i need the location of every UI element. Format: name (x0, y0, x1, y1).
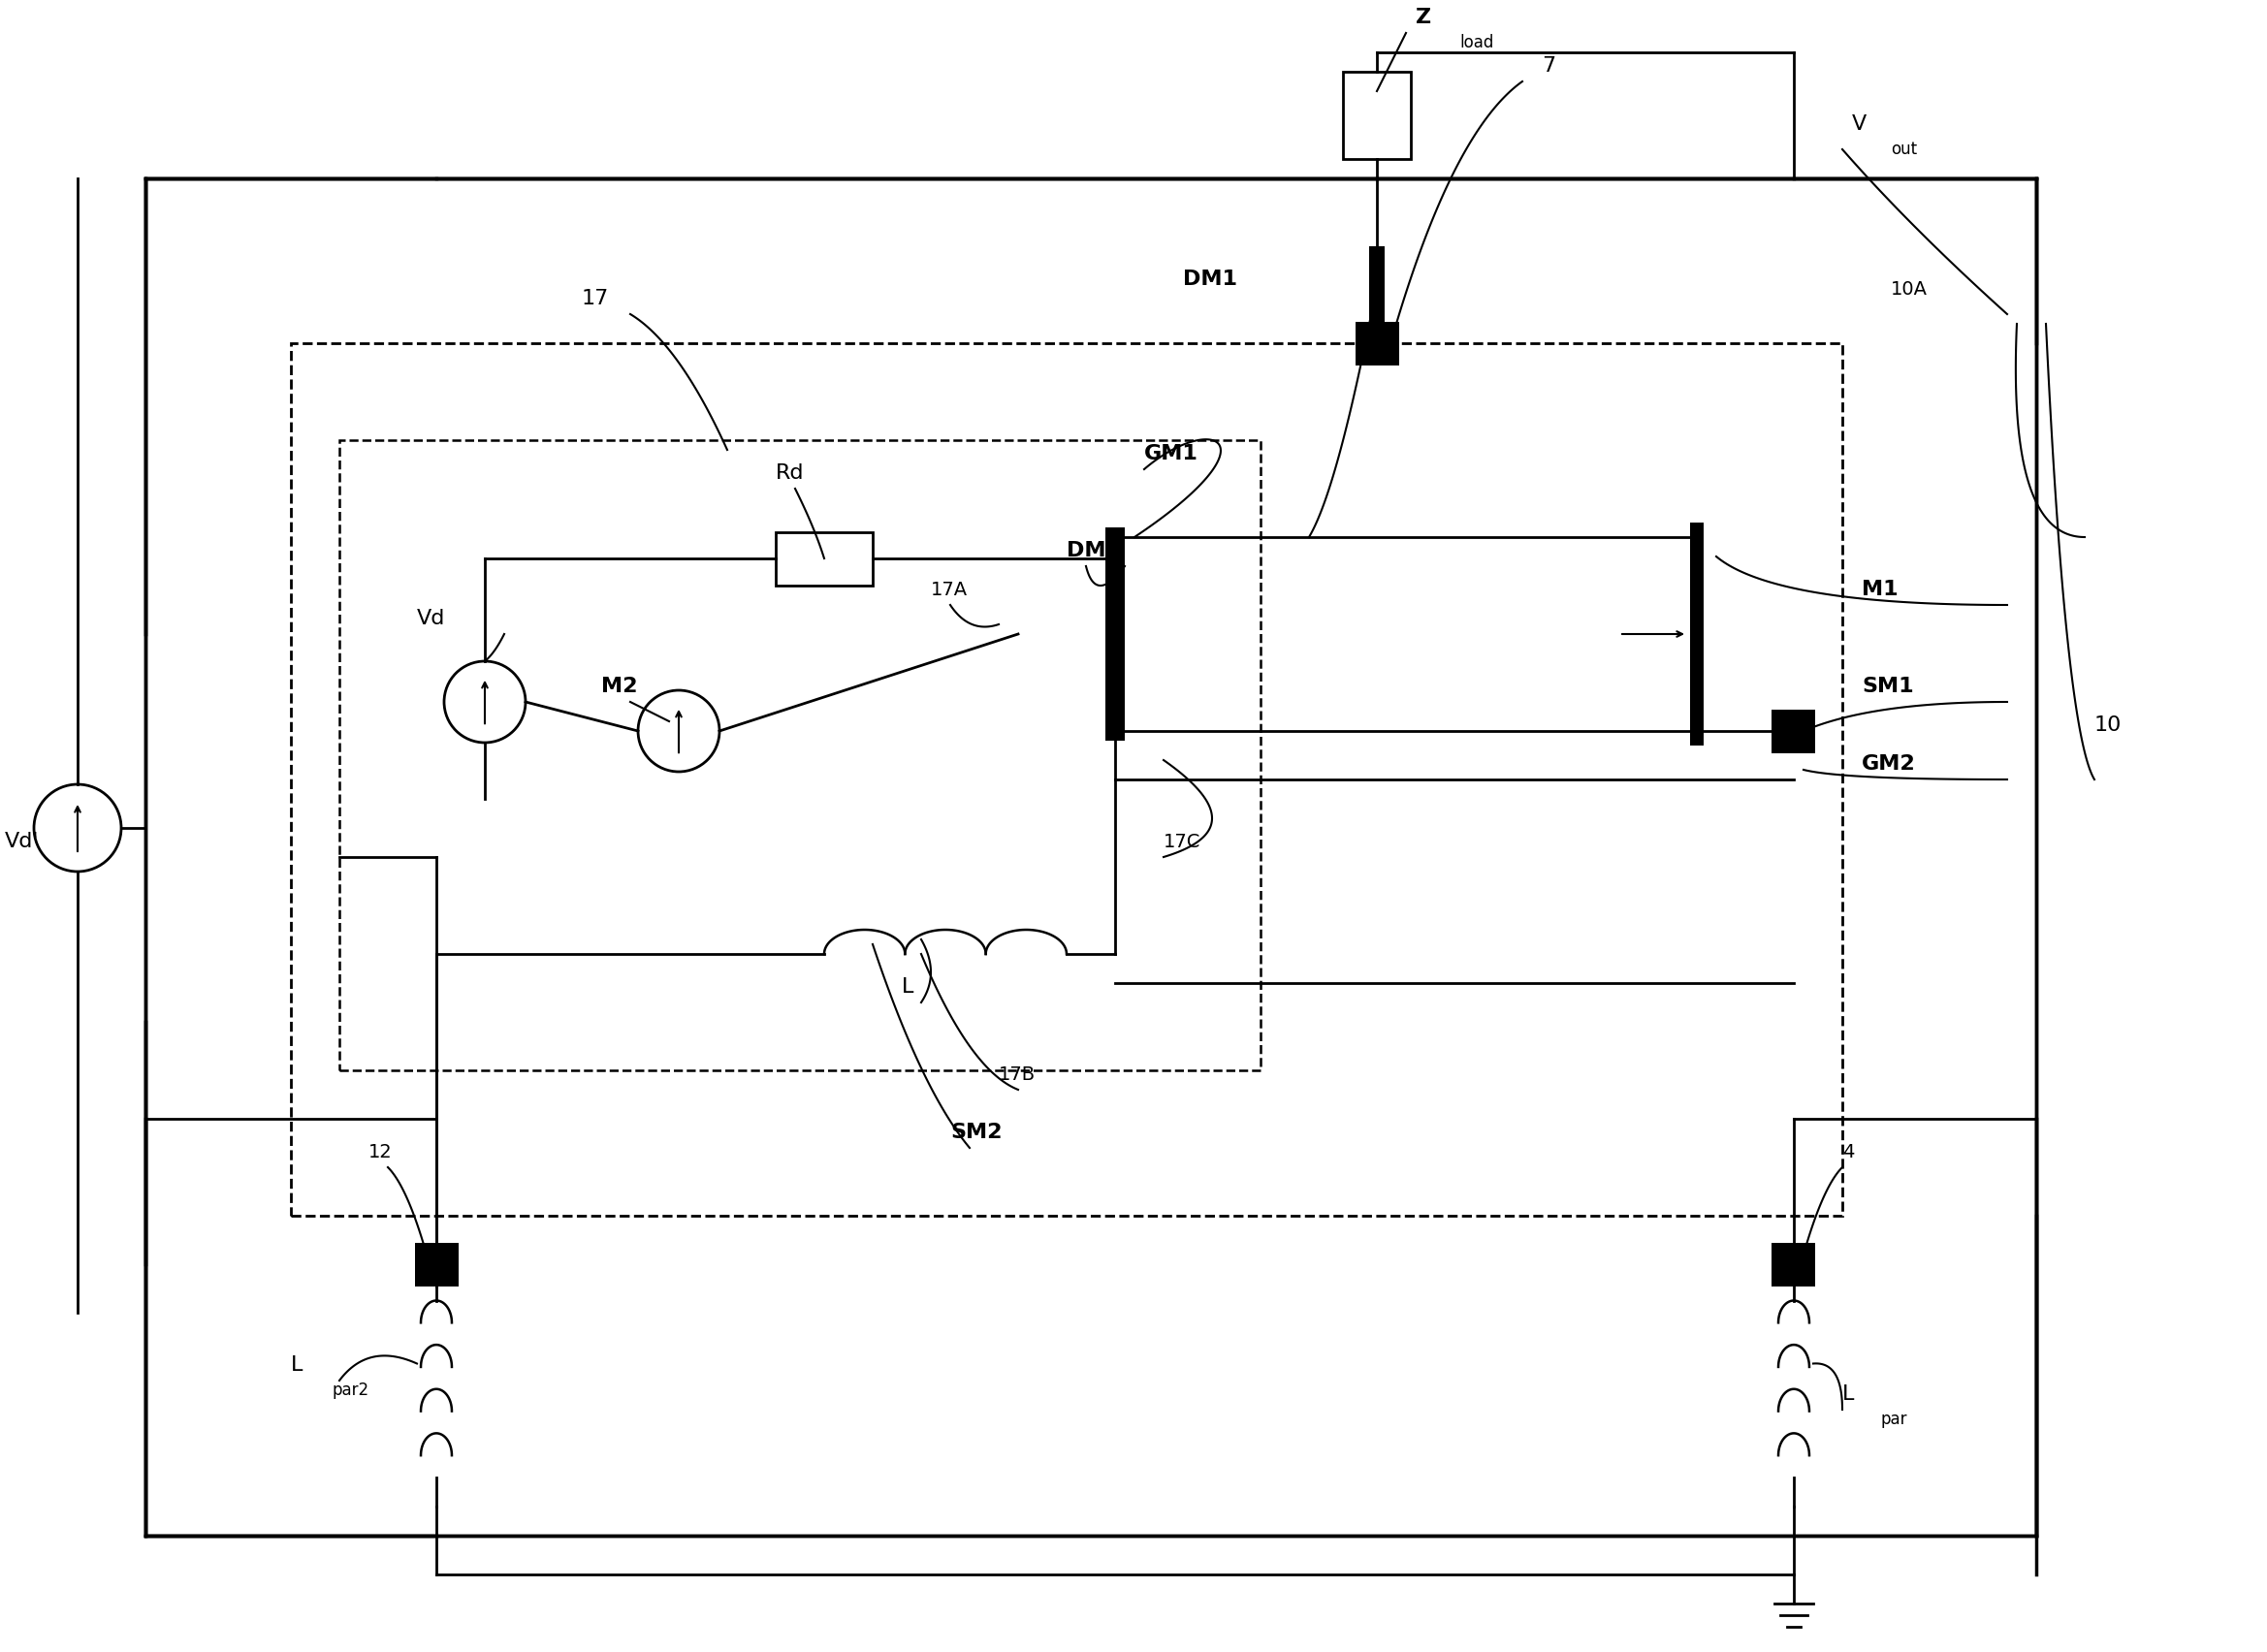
Text: Z: Z (1415, 8, 1430, 26)
Text: Rd: Rd (775, 464, 805, 482)
Text: out: out (1891, 140, 1918, 159)
Text: V: V (1852, 114, 1866, 134)
Bar (1773, 1242, 1816, 1285)
Bar (1689, 522, 1705, 745)
Text: 17C: 17C (1163, 833, 1202, 851)
Text: M1: M1 (1861, 580, 1897, 600)
Text: SM2: SM2 (950, 1123, 1002, 1142)
Bar (1369, 246, 1385, 344)
Text: Vd: Vd (417, 610, 444, 628)
Bar (775, 532, 873, 585)
Text: load: load (1460, 35, 1494, 51)
Text: par: par (1882, 1411, 1909, 1427)
Bar (340, 439, 1260, 1070)
Text: SM1: SM1 (1861, 677, 1913, 695)
Text: DM2: DM2 (1065, 540, 1120, 560)
Text: L: L (290, 1355, 304, 1374)
Bar (145, 178, 2036, 1536)
Text: GM2: GM2 (1861, 755, 1916, 773)
Text: 17: 17 (583, 289, 610, 309)
Bar (1342, 71, 1410, 159)
Bar (1356, 322, 1399, 365)
Bar (415, 1242, 458, 1285)
Text: Vd': Vd' (5, 833, 39, 851)
Text: 4: 4 (1843, 1143, 1854, 1161)
Text: 10A: 10A (1891, 281, 1927, 299)
Text: 17A: 17A (932, 582, 968, 600)
Text: GM1: GM1 (1145, 444, 1199, 464)
Text: L: L (902, 978, 914, 996)
Text: 10: 10 (2095, 715, 2122, 735)
Text: M2: M2 (601, 677, 637, 695)
Text: 17B: 17B (1000, 1066, 1036, 1084)
Bar (1106, 527, 1124, 740)
Text: 7: 7 (1542, 56, 1555, 76)
Bar (290, 344, 1843, 1216)
Text: L: L (1843, 1384, 1854, 1404)
Bar (1773, 709, 1816, 753)
Text: par2: par2 (331, 1381, 370, 1399)
Text: 12: 12 (370, 1143, 392, 1161)
Text: DM1: DM1 (1183, 269, 1238, 289)
